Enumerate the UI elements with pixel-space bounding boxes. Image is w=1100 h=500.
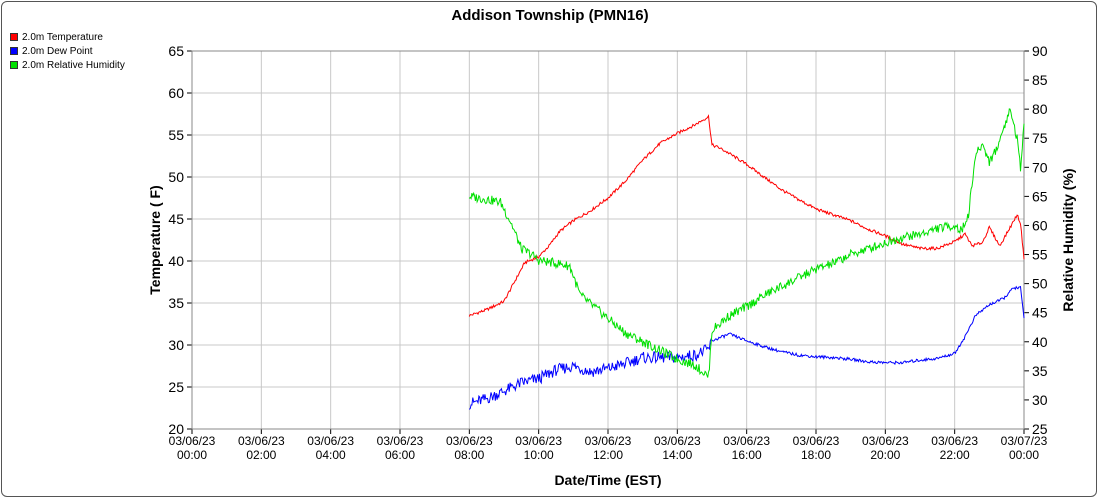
y-right-tick-label: 40 [1032,334,1048,350]
x-tick-label-time: 20:00 [870,448,900,462]
legend-item: 2.0m Relative Humidity [10,58,125,72]
legend-swatch [10,33,18,41]
y-right-tick-label: 45 [1032,305,1048,321]
x-tick-label-date: 03/06/23 [654,434,701,448]
y-right-tick-label: 80 [1032,101,1048,117]
legend-label: 2.0m Temperature [22,31,103,43]
x-tick-label-time: 16:00 [732,448,762,462]
x-tick-label-time: 08:00 [454,448,484,462]
x-tick-label-time: 00:00 [1009,448,1039,462]
x-tick-label-time: 10:00 [524,448,554,462]
x-axis-label: Date/Time (EST) [554,472,661,488]
x-tick-label-date: 03/06/23 [723,434,770,448]
y-right-tick-label: 60 [1032,217,1048,233]
legend-swatch [10,47,18,55]
y-right-tick-label: 85 [1032,72,1048,88]
x-tick-label-time: 04:00 [316,448,346,462]
y-right-tick-label: 90 [1032,43,1048,59]
x-tick-label-time: 22:00 [940,448,970,462]
y-left-tick-label: 40 [168,253,184,269]
y-right-tick-label: 55 [1032,247,1048,263]
legend-label: 2.0m Dew Point [22,45,93,57]
y-left-tick-label: 30 [168,337,184,353]
y-left-tick-label: 50 [168,169,184,185]
x-tick-label-time: 12:00 [593,448,623,462]
y-right-tick-label: 35 [1032,363,1048,379]
x-tick-label-date: 03/06/23 [931,434,978,448]
x-tick-label-date: 03/06/23 [377,434,424,448]
y-left-tick-label: 55 [168,127,184,143]
chart-legend: 2.0m Temperature 2.0m Dew Point 2.0m Relat… [10,30,125,72]
x-tick-label-time: 00:00 [177,448,207,462]
y-left-tick-label: 20 [168,421,184,437]
series-line-relative-humidity [468,108,1025,378]
x-tick-label-time: 02:00 [246,448,276,462]
y-left-axis-label: Temperature ( F) [147,185,163,294]
x-tick-label-time: 06:00 [385,448,415,462]
y-right-tick-label: 75 [1032,130,1048,146]
plot-border [191,50,1025,430]
series-line-temperature [468,114,1025,317]
x-tick-label-date: 03/06/23 [446,434,493,448]
series-line-dew-point [468,285,1025,410]
y-left-tick-label: 60 [168,85,184,101]
legend-item: 2.0m Temperature [10,30,125,44]
legend-item: 2.0m Dew Point [10,44,125,58]
legend-swatch [10,61,18,69]
x-tick-label-date: 03/06/23 [515,434,562,448]
y-left-tick-label: 65 [168,43,184,59]
x-tick-label-date: 03/06/23 [793,434,840,448]
y-right-tick-label: 65 [1032,188,1048,204]
legend-label: 2.0m Relative Humidity [22,59,125,71]
y-left-tick-label: 25 [168,379,184,395]
x-tick-label-date: 03/06/23 [238,434,285,448]
x-tick-label-date: 03/06/23 [585,434,632,448]
y-right-axis-label: Relative Humidity (%) [1060,168,1076,311]
x-tick-label-date: 03/07/23 [1001,434,1048,448]
chart-title: Addison Township (PMN16) [451,7,648,24]
y-right-tick-label: 25 [1032,421,1048,437]
y-left-tick-label: 45 [168,211,184,227]
y-right-tick-label: 50 [1032,276,1048,292]
x-tick-label-date: 03/06/23 [862,434,909,448]
x-tick-label-time: 14:00 [662,448,692,462]
y-left-tick-label: 35 [168,295,184,311]
y-right-tick-label: 30 [1032,392,1048,408]
y-right-tick-label: 70 [1032,159,1048,175]
x-tick-label-time: 18:00 [801,448,831,462]
x-tick-label-date: 03/06/23 [307,434,354,448]
x-tick-label-date: 03/06/23 [169,434,216,448]
